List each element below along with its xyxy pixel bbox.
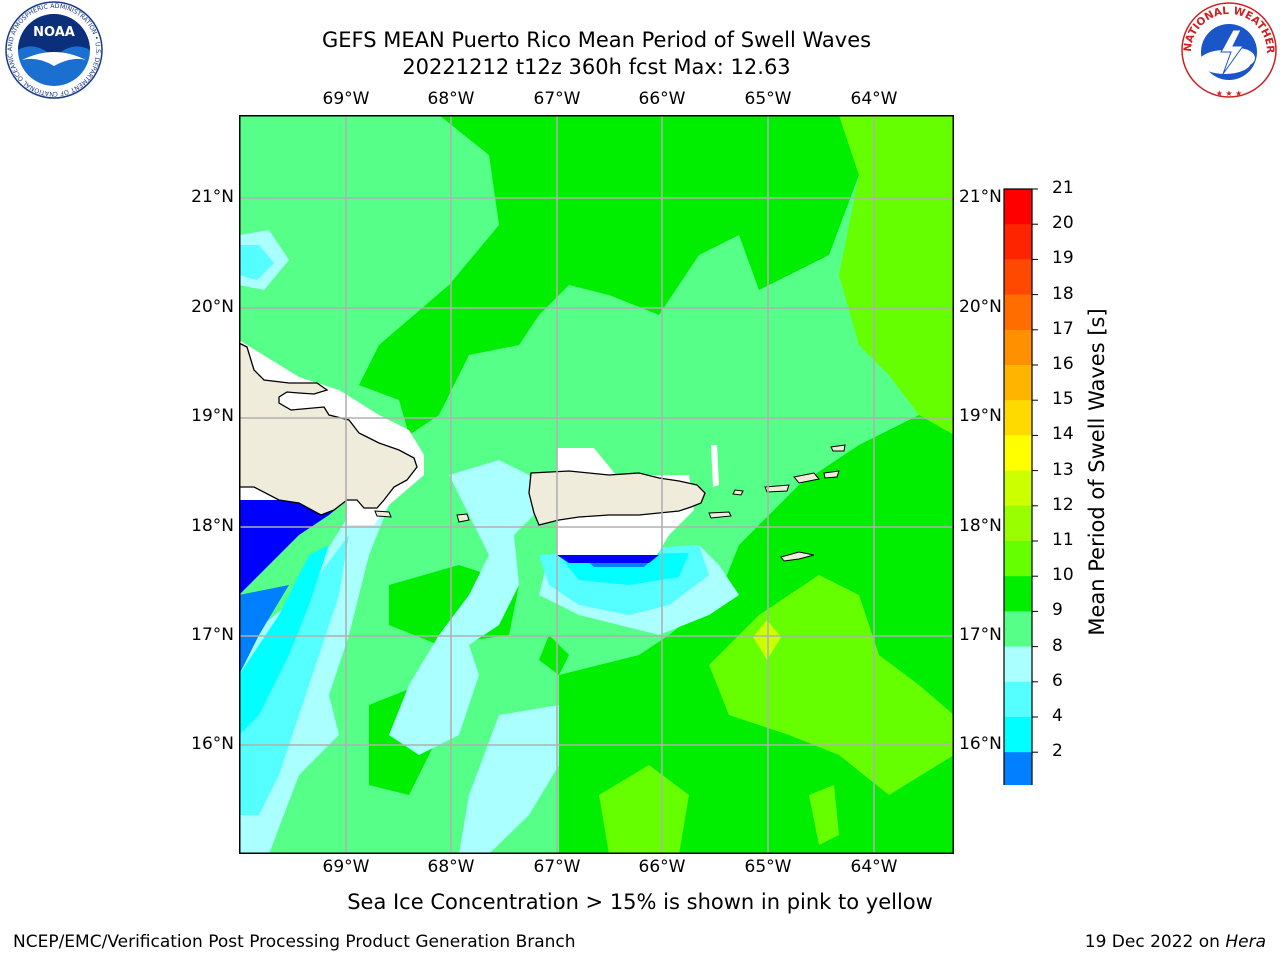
lat-label-right: 18°N bbox=[959, 516, 1002, 536]
lon-label-top: 66°W bbox=[638, 89, 686, 109]
footer-branch: NCEP/EMC/Verification Post Processing Pr… bbox=[13, 932, 576, 952]
colorbar-segment bbox=[1004, 259, 1032, 296]
swell-period-map bbox=[239, 115, 954, 854]
colorbar-segment bbox=[1004, 576, 1032, 612]
colorbar-segment bbox=[1004, 681, 1032, 718]
field-12-13s-spot bbox=[753, 620, 781, 660]
colorbar-tick-label: 9 bbox=[1052, 600, 1063, 621]
field-8-9s-monapassage bbox=[389, 460, 539, 755]
lat-label-left: 19°N bbox=[191, 406, 234, 426]
colorbar-tick-label: 11 bbox=[1052, 530, 1074, 550]
footer-date-text: 19 Dec 2022 on bbox=[1084, 932, 1226, 952]
colorbar-tick-label: 13 bbox=[1052, 459, 1074, 480]
lat-label-right: 17°N bbox=[959, 625, 1002, 645]
noaa-logo-text: NOAA bbox=[33, 25, 75, 40]
colorbar bbox=[1003, 188, 1038, 785]
field-11-12s-east bbox=[839, 115, 954, 435]
colorbar-tick-label: 21 bbox=[1052, 178, 1074, 198]
colorbar-segment bbox=[1004, 541, 1032, 577]
colorbar-segment bbox=[1004, 717, 1032, 753]
colorbar-tick-label: 19 bbox=[1052, 248, 1074, 269]
colorbar-tick-label: 15 bbox=[1052, 389, 1074, 410]
sea-ice-note: Sea Ice Concentration > 15% is shown in … bbox=[347, 890, 933, 914]
lon-label-top: 65°W bbox=[744, 89, 792, 109]
lon-label-top: 67°W bbox=[533, 89, 581, 109]
lon-label-bottom: 69°W bbox=[322, 857, 370, 877]
colorbar-segment bbox=[1004, 435, 1032, 472]
colorbar-tick-label: 6 bbox=[1052, 670, 1063, 691]
lon-label-bottom: 66°W bbox=[638, 857, 686, 877]
lon-label-top: 64°W bbox=[850, 89, 898, 109]
colorbar-tick-label: 16 bbox=[1052, 354, 1074, 374]
map-frame bbox=[239, 115, 954, 854]
colorbar-tick-label: 10 bbox=[1052, 565, 1074, 586]
footer-date: 19 Dec 2022 on Hera bbox=[1085, 932, 1266, 952]
graticule bbox=[239, 115, 954, 854]
lat-label-right: 19°N bbox=[959, 406, 1002, 426]
colorbar-tick-label: 18 bbox=[1052, 283, 1074, 304]
map-subtitle: 20221212 t12z 360h fcst Max: 12.63 bbox=[402, 55, 791, 79]
lat-label-left: 16°N bbox=[191, 734, 234, 754]
lon-label-bottom: 65°W bbox=[744, 857, 792, 877]
lat-label-right: 20°N bbox=[959, 297, 1002, 317]
colorbar-tick-label: 14 bbox=[1052, 424, 1074, 445]
noaa-logo: NATIONAL OCEANIC AND ATMOSPHERIC ADMINIS… bbox=[2, 0, 103, 99]
colorbar-segment bbox=[1004, 400, 1032, 436]
nws-logo: NATIONAL WEATHER SERVICE ★ ★ ★ bbox=[1177, 0, 1277, 98]
colorbar-tick-label: 17 bbox=[1052, 318, 1074, 339]
colorbar-tick-label: 12 bbox=[1052, 494, 1074, 515]
colorbar-segment bbox=[1004, 505, 1032, 542]
colorbar-tick-label: 8 bbox=[1052, 635, 1063, 656]
colorbar-segment bbox=[1004, 365, 1032, 401]
colorbar-title: Mean Period of Swell Waves [s] bbox=[1085, 308, 1109, 636]
colorbar-segment bbox=[1004, 470, 1032, 507]
colorbar-tick-label: 2 bbox=[1052, 741, 1063, 762]
lon-label-top: 68°W bbox=[427, 89, 475, 109]
lat-label-left: 17°N bbox=[191, 625, 234, 645]
colorbar-segment bbox=[1004, 646, 1032, 683]
field-2-4s bbox=[239, 585, 289, 675]
colorbar-segment bbox=[1004, 752, 1032, 785]
land-hispaniola bbox=[239, 342, 418, 516]
lat-label-left: 18°N bbox=[191, 516, 234, 536]
colorbar-segment bbox=[1004, 189, 1032, 225]
lat-label-right: 16°N bbox=[959, 734, 1002, 754]
lon-label-bottom: 67°W bbox=[533, 857, 581, 877]
svg-text:★ ★ ★: ★ ★ ★ bbox=[1216, 89, 1243, 98]
field-below-2s bbox=[239, 500, 347, 595]
colorbar-segment bbox=[1004, 224, 1032, 260]
lon-label-bottom: 64°W bbox=[850, 857, 898, 877]
colorbar-outline bbox=[1003, 188, 1033, 785]
field-10-11s-north bbox=[359, 115, 859, 435]
colorbar-tick-label: 4 bbox=[1052, 706, 1063, 726]
lat-label-left: 20°N bbox=[191, 297, 234, 317]
lon-label-bottom: 68°W bbox=[427, 857, 475, 877]
colorbar-segment bbox=[1004, 611, 1032, 648]
lat-label-right: 21°N bbox=[959, 187, 1002, 207]
colorbar-tick-label: 20 bbox=[1052, 213, 1074, 234]
land-puerto-rico bbox=[528, 470, 706, 526]
lat-label-left: 21°N bbox=[191, 187, 234, 207]
colorbar-segment bbox=[1004, 294, 1032, 331]
colorbar-segment bbox=[1004, 329, 1032, 366]
map-title: GEFS MEAN Puerto Rico Mean Period of Swe… bbox=[321, 28, 872, 52]
lon-label-top: 69°W bbox=[322, 89, 370, 109]
footer-machine: Hera bbox=[1225, 932, 1266, 952]
